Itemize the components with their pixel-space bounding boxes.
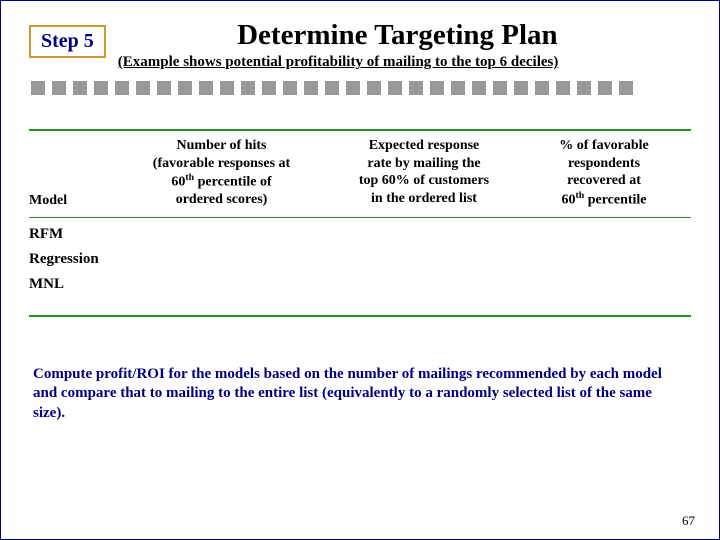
table-row: Regression: [29, 247, 691, 272]
decorative-square: [136, 81, 150, 95]
resp-line4: in the ordered list: [324, 190, 524, 208]
table-header-row: Model Number of hits (favorable response…: [29, 131, 691, 217]
fav-line2: respondents: [524, 155, 684, 173]
col-header-hits: Number of hits (favorable responses at 6…: [119, 137, 324, 209]
decorative-square: [556, 81, 570, 95]
decorative-square: [472, 81, 486, 95]
decorative-square: [304, 81, 318, 95]
decorative-square: [157, 81, 171, 95]
resp-line1: Expected response: [324, 137, 524, 155]
decorative-square: [52, 81, 66, 95]
decorative-square: [619, 81, 633, 95]
table-row: RFM: [29, 222, 691, 247]
page-subtitle: (Example shows potential profitability o…: [118, 54, 691, 71]
hits-line2: (favorable responses at: [119, 155, 324, 173]
col-header-favorable: % of favorable respondents recovered at …: [524, 137, 684, 209]
comparison-table: Model Number of hits (favorable response…: [29, 129, 691, 317]
decorative-square: [577, 81, 591, 95]
decorative-square: [115, 81, 129, 95]
resp-line2: rate by mailing the: [324, 155, 524, 173]
decorative-square: [535, 81, 549, 95]
page-title: Determine Targeting Plan: [104, 19, 691, 52]
page-number: 67: [682, 513, 695, 529]
decorative-square: [241, 81, 255, 95]
decorative-square: [493, 81, 507, 95]
decorative-square: [514, 81, 528, 95]
decorative-square: [94, 81, 108, 95]
footer-note: Compute profit/ROI for the models based …: [29, 365, 691, 424]
decorative-square: [325, 81, 339, 95]
hits-line1: Number of hits: [119, 137, 324, 155]
decorative-square: [346, 81, 360, 95]
decorative-square: [430, 81, 444, 95]
header-row: Step 5 Determine Targeting Plan (Example…: [29, 19, 691, 71]
decorative-square: [73, 81, 87, 95]
decorative-square: [598, 81, 612, 95]
decorative-square: [262, 81, 276, 95]
table-row: MNL: [29, 272, 691, 297]
hits-line3: 60th percentile of: [119, 172, 324, 191]
decorative-square: [409, 81, 423, 95]
col-header-response: Expected response rate by mailing the to…: [324, 137, 524, 209]
decorative-square: [283, 81, 297, 95]
decorative-square: [178, 81, 192, 95]
decorative-square: [388, 81, 402, 95]
title-block: Determine Targeting Plan (Example shows …: [134, 19, 691, 71]
col-header-model: Model: [29, 137, 119, 209]
decorative-squares: [31, 81, 691, 95]
fav-line1: % of favorable: [524, 137, 684, 155]
decorative-square: [220, 81, 234, 95]
fav-line4: 60th percentile: [524, 190, 684, 209]
fav-line3: recovered at: [524, 172, 684, 190]
table-body: RFMRegressionMNL: [29, 218, 691, 315]
hits-line4: ordered scores): [119, 191, 324, 209]
decorative-square: [199, 81, 213, 95]
decorative-square: [367, 81, 381, 95]
table-bottom-rule: [29, 315, 691, 317]
decorative-square: [451, 81, 465, 95]
step-box: Step 5: [29, 25, 106, 58]
resp-line3: top 60% of customers: [324, 172, 524, 190]
decorative-square: [31, 81, 45, 95]
